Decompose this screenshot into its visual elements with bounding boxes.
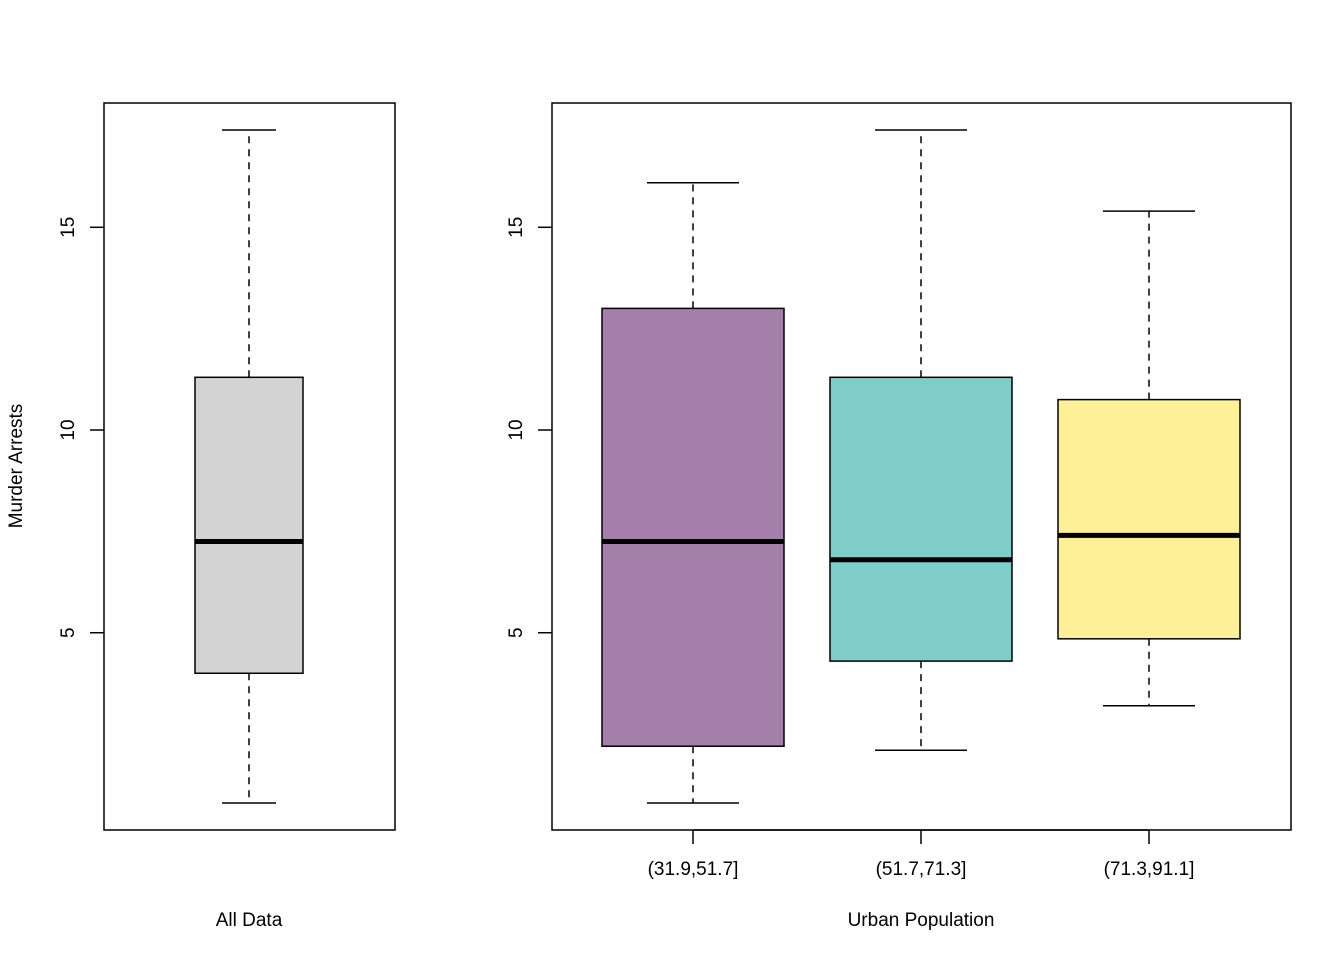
- y-axis-all-data: 5 10 15: [58, 217, 104, 638]
- panel-all-data: 5 10 15 All Data Murder Arrests: [6, 102, 396, 931]
- y-tick-label: 10: [58, 419, 79, 440]
- box-iqr: [601, 307, 785, 747]
- box-iqr: [194, 376, 304, 675]
- boxes-urban-population: [601, 129, 1241, 804]
- x-tick-label: (51.7,71.3]: [876, 859, 967, 880]
- x-axis-title-urban-population: Urban Population: [848, 910, 995, 931]
- y-tick-label: 5: [506, 627, 527, 638]
- x-axis-title-all-data: All Data: [216, 910, 283, 931]
- box-iqr: [829, 376, 1013, 662]
- y-tick-label: 15: [506, 217, 527, 238]
- plot-frame-all-data: [103, 102, 396, 831]
- x-axis-urban-population: (31.9,51.7] (51.7,71.3] (71.3,91.1]: [648, 829, 1195, 880]
- y-tick-label: 15: [58, 217, 79, 238]
- y-tick-label: 5: [58, 627, 79, 638]
- y-axis-urban-population: 5 10 15: [506, 217, 552, 638]
- x-tick-label: (71.3,91.1]: [1104, 859, 1195, 880]
- y-tick-label: 10: [506, 419, 527, 440]
- boxes-all-data: [194, 129, 304, 804]
- x-tick-label: (31.9,51.7]: [648, 859, 739, 880]
- y-axis-title: Murder Arrests: [6, 404, 27, 529]
- box-iqr: [1057, 398, 1241, 640]
